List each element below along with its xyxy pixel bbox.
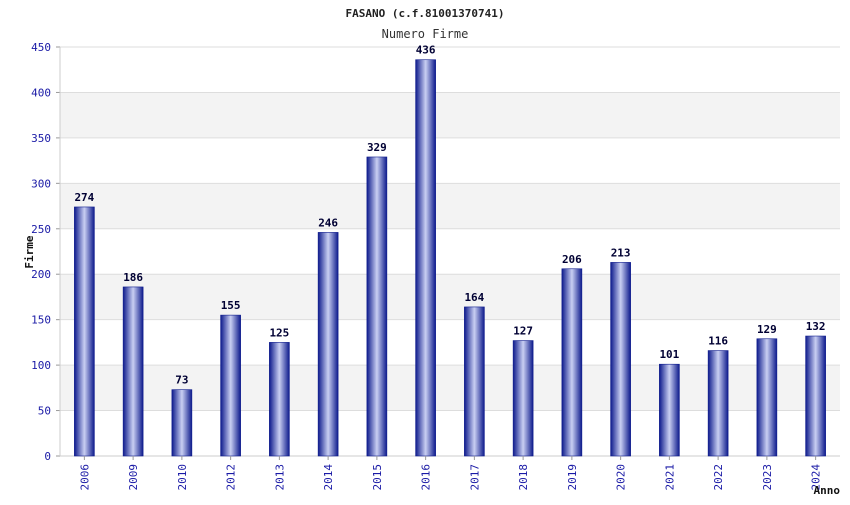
value-label-2012: 155 [221, 299, 241, 312]
value-label-2018: 127 [513, 325, 533, 338]
x-tick-label-2009: 2009 [127, 464, 140, 491]
grid-band [60, 274, 840, 320]
value-label-2024: 132 [806, 320, 826, 333]
bar-2010 [171, 389, 193, 457]
y-tick-label: 250 [31, 223, 51, 236]
bar-2013 [269, 342, 290, 457]
value-label-2013: 125 [269, 326, 289, 339]
chart-subtitle: Numero Firme [382, 27, 469, 41]
value-labels: 274 186 73 155 125 246 329 436 164 127 206 213 101 11… [74, 44, 825, 387]
x-tick-label-2016: 2016 [420, 464, 433, 491]
grid-band [60, 228, 840, 275]
grid-band [60, 92, 840, 138]
grid-band [60, 47, 840, 93]
bar-2009 [122, 286, 144, 457]
bar-2022 [707, 350, 729, 457]
value-label-2009: 186 [123, 271, 143, 284]
value-label-2019: 206 [562, 253, 582, 266]
bar-2020 [610, 262, 631, 457]
value-label-2020: 213 [611, 246, 631, 259]
x-tick-label-2019: 2019 [566, 464, 579, 491]
y-tick-label: 350 [31, 132, 51, 145]
y-tick-label: 50 [38, 405, 51, 418]
value-label-2010: 73 [175, 374, 188, 387]
bar-2023 [756, 338, 778, 457]
grid-band [60, 137, 840, 184]
y-axis-label: Firme [23, 235, 36, 268]
x-axis-label: Anno [814, 484, 841, 497]
x-tick-label-2017: 2017 [468, 464, 481, 491]
x-tick-label-2015: 2015 [371, 464, 384, 491]
y-tick-label: 400 [31, 86, 51, 99]
value-label-2017: 164 [464, 291, 484, 304]
bar-2006 [74, 206, 95, 457]
grid-lines [56, 46, 840, 457]
value-label-2016: 436 [416, 44, 436, 57]
y-tick-label: 150 [31, 314, 51, 327]
bar-2024 [805, 335, 826, 457]
bar-2018 [512, 340, 534, 457]
x-tick-label-2006: 2006 [78, 464, 91, 491]
bars [74, 59, 826, 457]
x-tick-label-2020: 2020 [615, 464, 628, 491]
bar-2015 [366, 156, 388, 457]
y-tick-labels: 0 50 100 150 200 250 300 350 400 450 [31, 41, 51, 463]
value-label-2014: 246 [318, 216, 338, 229]
bar-2014 [317, 232, 339, 457]
value-label-2022: 116 [708, 335, 728, 348]
y-tick-label: 100 [31, 359, 51, 372]
y-tick-label: 0 [44, 450, 51, 463]
x-tick-label-2022: 2022 [712, 464, 725, 491]
value-label-2021: 101 [659, 348, 679, 361]
y-tick-label: 300 [31, 177, 51, 190]
chart-title: FASANO (c.f.81001370741) [346, 7, 505, 20]
value-label-2006: 274 [74, 191, 94, 204]
grid-band [60, 183, 840, 229]
x-tick-label-2012: 2012 [225, 464, 238, 491]
x-tick-label-2018: 2018 [517, 464, 530, 491]
bar-2017 [464, 306, 485, 457]
bar-2021 [659, 363, 680, 457]
y-tick-label: 450 [31, 41, 51, 54]
x-tick-label-2021: 2021 [663, 464, 676, 491]
x-tick-label-2023: 2023 [761, 464, 774, 491]
x-tick-label-2013: 2013 [273, 464, 286, 491]
x-tick-label-2024: 2024 [810, 464, 823, 491]
y-tick-label: 200 [31, 268, 51, 281]
bar-2019 [561, 268, 583, 457]
value-label-2023: 129 [757, 323, 777, 336]
x-tick-label-2014: 2014 [322, 464, 335, 491]
value-label-2015: 329 [367, 141, 387, 154]
x-tick-labels: 2006 2009 2010 2012 2013 2014 2015 2016 2017 2018… [78, 456, 823, 491]
bar-2016 [415, 59, 436, 457]
bar-2012 [220, 314, 241, 457]
x-tick-label-2010: 2010 [176, 464, 189, 491]
